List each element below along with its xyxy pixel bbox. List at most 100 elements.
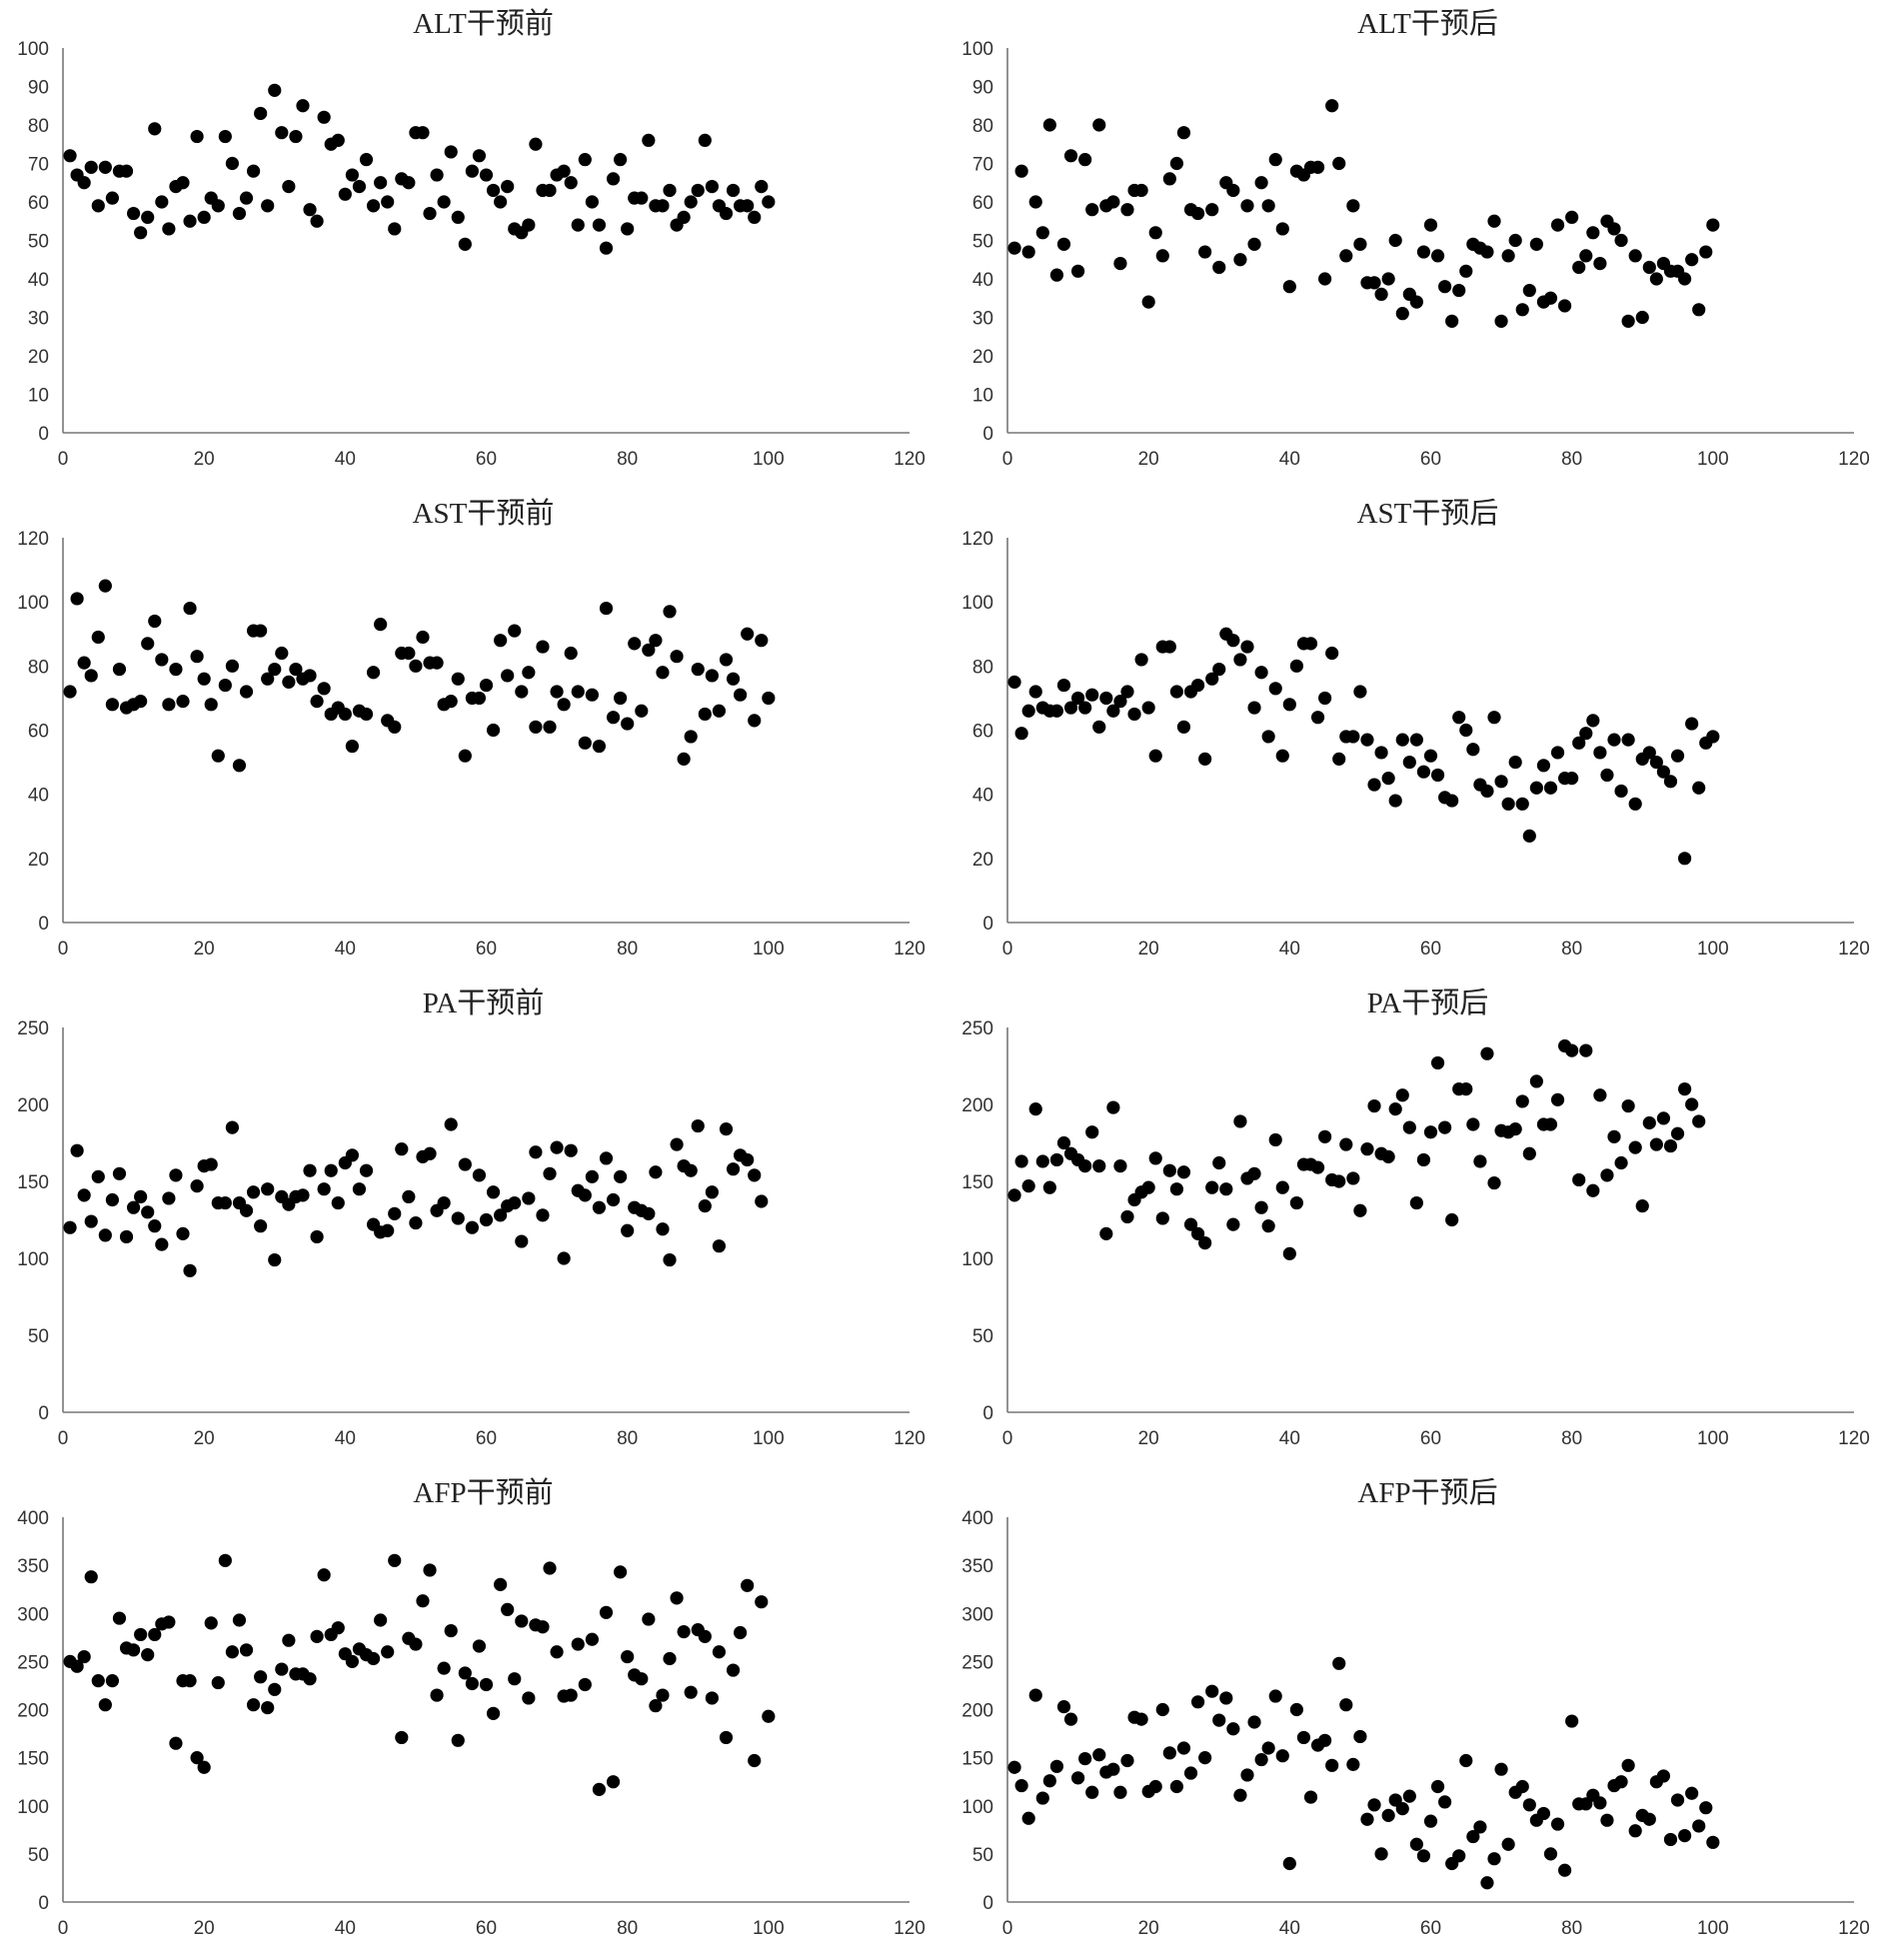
data-point bbox=[494, 634, 508, 648]
data-point bbox=[599, 1151, 614, 1165]
data-point bbox=[119, 1229, 134, 1244]
data-point bbox=[1635, 1199, 1649, 1213]
data-point bbox=[261, 1182, 275, 1196]
data-point bbox=[1113, 695, 1127, 709]
data-point bbox=[1254, 176, 1268, 190]
data-point bbox=[1268, 682, 1282, 696]
x-tick-label: 80 bbox=[617, 449, 638, 470]
data-point bbox=[1021, 1811, 1035, 1825]
data-point bbox=[684, 730, 698, 744]
data-point bbox=[1452, 1849, 1466, 1863]
data-point bbox=[1120, 1753, 1134, 1768]
data-point bbox=[275, 1662, 289, 1676]
data-point bbox=[1205, 672, 1219, 686]
data-point bbox=[1247, 1166, 1261, 1180]
data-point bbox=[515, 1614, 529, 1628]
x-tick-label: 120 bbox=[1838, 449, 1870, 470]
data-point bbox=[1381, 1149, 1395, 1163]
data-point bbox=[614, 1565, 628, 1579]
x-tick-label: 60 bbox=[476, 449, 497, 470]
data-point bbox=[1367, 1098, 1381, 1113]
data-point bbox=[522, 1191, 536, 1205]
data-point bbox=[642, 1206, 656, 1220]
data-point bbox=[486, 723, 501, 738]
data-point bbox=[748, 1753, 762, 1768]
data-point bbox=[1148, 226, 1162, 240]
data-point bbox=[1099, 1226, 1113, 1240]
data-point bbox=[1360, 1142, 1374, 1156]
data-point bbox=[1663, 1832, 1678, 1847]
data-point bbox=[317, 110, 331, 124]
data-point bbox=[310, 1629, 324, 1643]
data-point bbox=[529, 720, 543, 734]
data-point bbox=[155, 1237, 169, 1251]
data-point bbox=[1141, 701, 1155, 715]
x-tick-label: 20 bbox=[194, 1428, 215, 1449]
data-point bbox=[719, 653, 734, 667]
data-point bbox=[310, 695, 324, 709]
y-tick-label: 0 bbox=[38, 424, 49, 445]
data-point bbox=[1685, 1786, 1699, 1800]
data-point bbox=[1261, 199, 1275, 213]
data-point bbox=[444, 145, 458, 159]
data-point bbox=[741, 199, 755, 213]
x-tick-label: 20 bbox=[194, 939, 215, 960]
data-point bbox=[1586, 1183, 1600, 1197]
y-tick-label: 40 bbox=[972, 786, 993, 807]
data-point bbox=[1268, 1689, 1282, 1703]
data-point bbox=[1515, 1779, 1529, 1794]
y-tick-label: 0 bbox=[982, 914, 993, 935]
data-point bbox=[642, 1612, 656, 1626]
data-point bbox=[1395, 1802, 1409, 1816]
data-point bbox=[317, 682, 331, 696]
data-point bbox=[366, 666, 381, 680]
data-point bbox=[465, 164, 479, 178]
data-point bbox=[268, 83, 282, 97]
data-point bbox=[578, 736, 592, 750]
data-point bbox=[458, 1666, 472, 1680]
data-point bbox=[409, 1215, 423, 1230]
data-point bbox=[1289, 1195, 1303, 1210]
data-point bbox=[381, 1645, 395, 1659]
data-point bbox=[204, 698, 218, 712]
data-point bbox=[70, 1143, 84, 1157]
data-point bbox=[148, 614, 162, 629]
data-point bbox=[1282, 698, 1296, 712]
data-point bbox=[543, 1166, 557, 1180]
chart-title: AST干预前 bbox=[413, 497, 555, 530]
data-point bbox=[148, 1627, 162, 1642]
data-point bbox=[1346, 1757, 1360, 1771]
data-point bbox=[197, 210, 211, 224]
data-point bbox=[1169, 156, 1183, 171]
data-point bbox=[98, 1228, 112, 1242]
data-point bbox=[1014, 1778, 1028, 1793]
data-point bbox=[529, 1145, 543, 1159]
data-point bbox=[1219, 1691, 1233, 1705]
data-point bbox=[1416, 245, 1431, 259]
data-point bbox=[1134, 653, 1148, 667]
data-point bbox=[1621, 733, 1635, 747]
y-tick-label: 0 bbox=[38, 914, 49, 935]
data-point bbox=[522, 1691, 536, 1705]
data-point bbox=[1070, 1771, 1085, 1785]
data-point bbox=[1459, 1082, 1473, 1096]
data-point bbox=[1035, 1154, 1049, 1168]
data-point bbox=[1332, 156, 1346, 171]
data-point bbox=[1430, 1055, 1445, 1070]
data-point bbox=[1212, 260, 1226, 275]
data-point bbox=[1685, 1097, 1699, 1111]
data-point bbox=[1614, 1775, 1628, 1789]
data-point bbox=[190, 129, 204, 144]
data-point bbox=[1049, 268, 1064, 282]
data-point bbox=[1374, 746, 1388, 760]
scatter-panel-afp-before: AFP干预前 0 50 100 150 200 250 300 350 400 0 20 40 60 80 1… bbox=[0, 1469, 944, 1957]
data-point bbox=[246, 1185, 261, 1199]
data-point bbox=[578, 153, 592, 167]
data-point bbox=[1247, 1715, 1261, 1729]
data-point bbox=[479, 168, 494, 182]
data-point bbox=[741, 1578, 755, 1592]
data-point bbox=[1579, 1043, 1593, 1057]
data-point bbox=[204, 1157, 218, 1171]
data-point bbox=[416, 126, 430, 140]
y-tick-label: 200 bbox=[961, 1701, 993, 1722]
